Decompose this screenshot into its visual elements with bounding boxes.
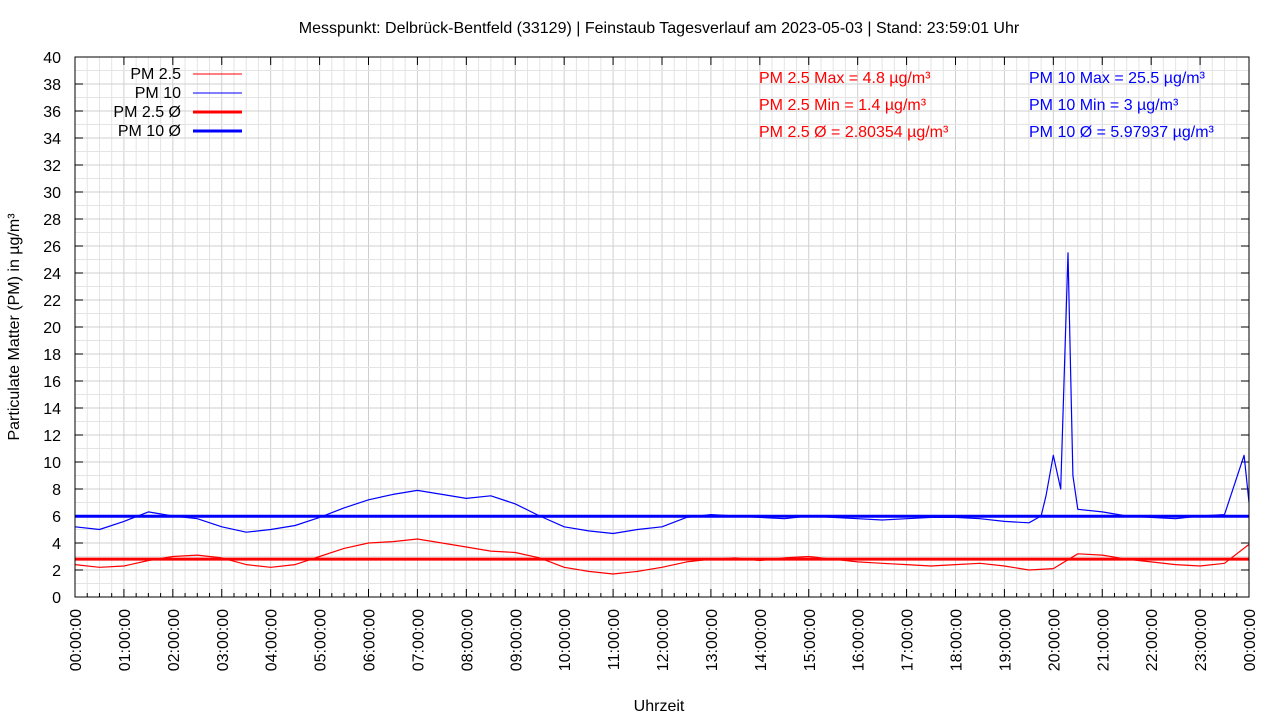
legend-label: PM 2.5 [130,66,181,83]
y-tick-label: 38 [43,77,61,94]
stats-annotations: PM 2.5 Max = 4.8 µg/m³ PM 2.5 Min = 1.4 µ… [759,70,1215,141]
stat-annotation: PM 2.5 Ø = 2.80354 µg/m³ [759,124,949,141]
y-tick-label: 40 [43,50,61,67]
y-axis-label-group: Particulate Matter (PM) in µg/m³ [6,213,23,441]
x-tick-label: 00:00:00 [1242,609,1259,671]
y-tick-label: 14 [43,401,61,418]
x-tick-label: 01:00:00 [117,609,134,671]
x-tick-label: 23:00:00 [1193,609,1210,671]
y-tick-label: 20 [43,320,61,337]
y-tick-label: 22 [43,293,61,310]
x-axis-label: Uhrzeit [634,698,685,715]
x-tick-label: 18:00:00 [949,609,966,671]
y-tick-label: 8 [52,482,61,499]
x-tick-label: 04:00:00 [264,609,281,671]
x-tick-label: 00:00:00 [68,609,85,671]
x-tick-label: 16:00:00 [851,609,868,671]
legend-label: PM 10 Ø [118,123,181,140]
x-tick-label: 20:00:00 [1046,609,1063,671]
x-tick-label: 13:00:00 [704,609,721,671]
stat-annotation: PM 2.5 Max = 4.8 µg/m³ [759,70,931,87]
stat-annotation: PM 10 Max = 25.5 µg/m³ [1029,70,1206,87]
x-tick-label: 22:00:00 [1144,609,1161,671]
x-tick-label: 08:00:00 [459,609,476,671]
y-tick-label: 36 [43,104,61,121]
legend: PM 2.5 PM 10 PM 2.5 Ø PM 10 Ø [113,66,242,140]
stat-annotation: PM 2.5 Min = 1.4 µg/m³ [759,97,927,114]
y-tick-label: 0 [52,590,61,607]
stat-annotation: PM 10 Min = 3 µg/m³ [1029,97,1179,114]
y-tick-label: 18 [43,347,61,364]
x-tick-label: 17:00:00 [900,609,917,671]
y-tick-label: 26 [43,239,61,256]
y-tick-label: 30 [43,185,61,202]
y-tick-label: 6 [52,509,61,526]
chart-title: Messpunkt: Delbrück-Bentfeld (33129) | F… [299,20,1020,37]
x-tick-label: 09:00:00 [508,609,525,671]
x-tick-label: 05:00:00 [313,609,330,671]
y-tick-label: 4 [52,536,61,553]
legend-label: PM 10 [135,85,181,102]
y-tick-label: 28 [43,212,61,229]
x-tick-label: 10:00:00 [557,609,574,671]
x-tick-label: 02:00:00 [166,609,183,671]
x-tick-label: 07:00:00 [410,609,427,671]
y-tick-label: 34 [43,131,61,148]
legend-label: PM 2.5 Ø [113,104,181,121]
y-tick-label: 16 [43,374,61,391]
x-tick-label: 14:00:00 [753,609,770,671]
x-tick-label: 12:00:00 [655,609,672,671]
plot-frame [74,56,1250,598]
y-tick-label: 32 [43,158,61,175]
y-tick-label: 2 [52,563,61,580]
x-tick-label: 15:00:00 [802,609,819,671]
y-tick-label: 10 [43,455,61,472]
series-line-pm-2-5 [74,538,1250,575]
y-tick-label: 12 [43,428,61,445]
y-tick-label: 24 [43,266,61,283]
x-tick-label: 21:00:00 [1095,609,1112,671]
x-tick-label: 11:00:00 [606,609,623,670]
x-tick-label: 06:00:00 [362,609,379,671]
tick-layer: 024681012141618202224262830323436384000:… [43,50,1259,671]
stat-annotation: PM 10 Ø = 5.97937 µg/m³ [1029,124,1215,141]
y-axis-label: Particulate Matter (PM) in µg/m³ [6,213,23,441]
series-layer [74,252,1250,575]
x-tick-label: 19:00:00 [997,609,1014,671]
x-tick-label: 03:00:00 [215,609,232,671]
